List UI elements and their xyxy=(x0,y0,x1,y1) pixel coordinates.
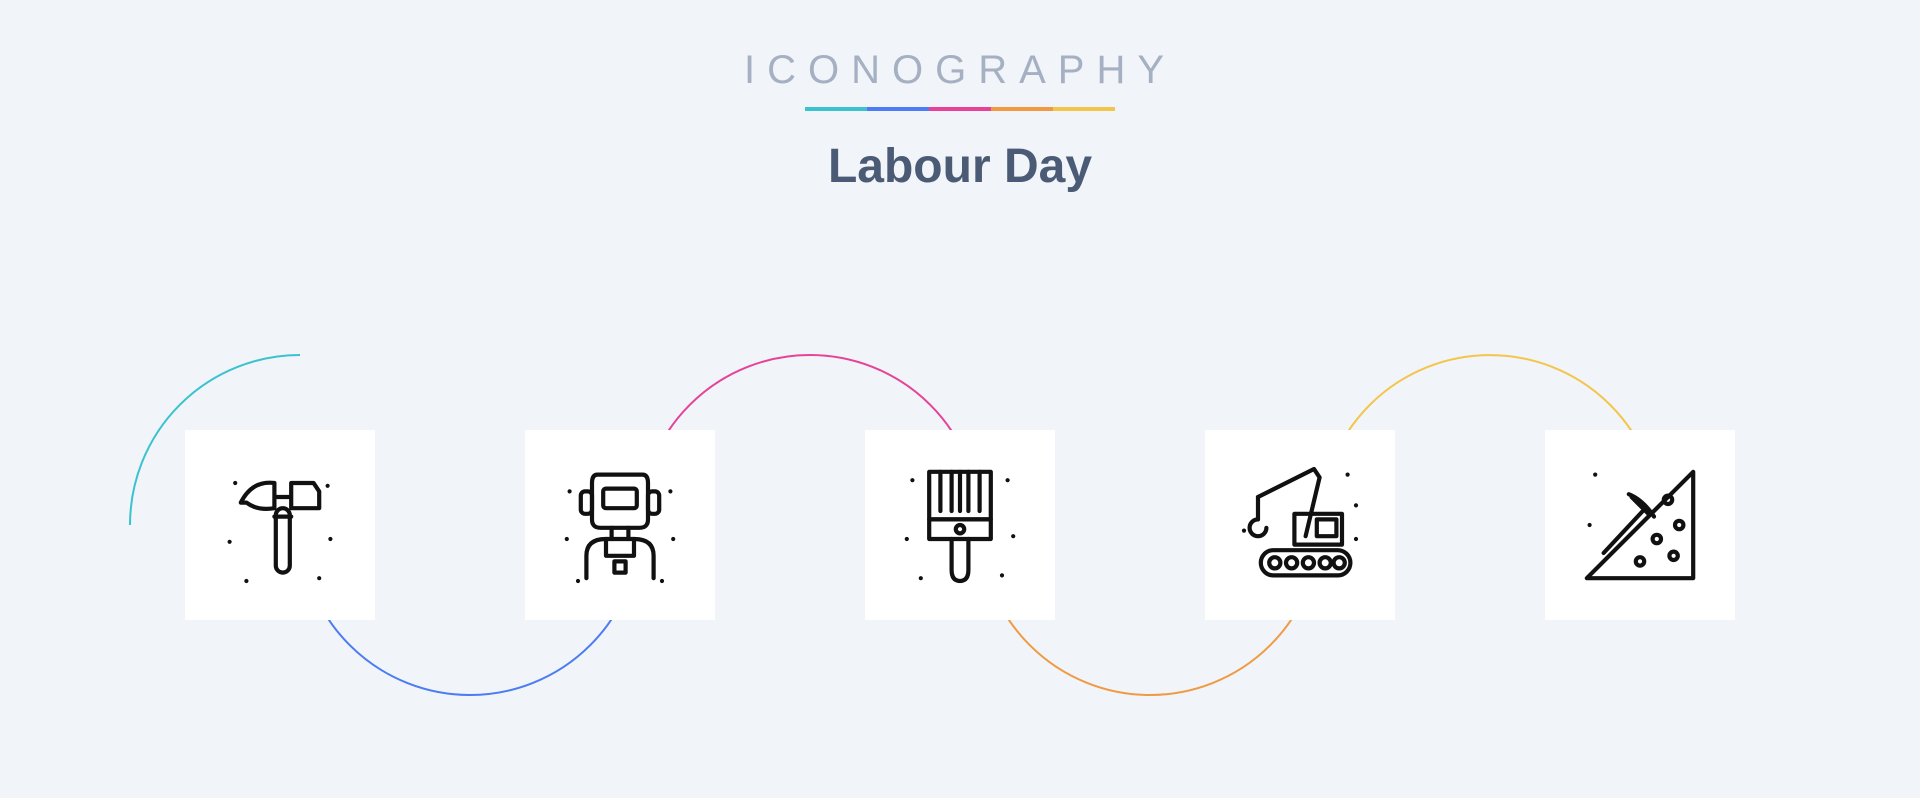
icon-tile-hammer xyxy=(185,430,375,620)
color-bar-segment xyxy=(991,107,1053,111)
color-bar-segment xyxy=(867,107,929,111)
category-title: Labour Day xyxy=(0,139,1920,194)
icon-tile-welder xyxy=(525,430,715,620)
welder-icon xyxy=(550,455,690,595)
hammer-icon xyxy=(210,455,350,595)
color-bar xyxy=(0,107,1920,111)
color-bar-segment xyxy=(805,107,867,111)
crane-icon xyxy=(1230,455,1370,595)
color-bar-segment xyxy=(1053,107,1115,111)
mining-icon xyxy=(1570,455,1710,595)
paint-brush-icon xyxy=(890,455,1030,595)
icon-tile-mining xyxy=(1545,430,1735,620)
icons-row xyxy=(0,430,1920,620)
logo-title: ICONOGRAPHY xyxy=(0,48,1920,93)
color-bar-segment xyxy=(929,107,991,111)
icon-tile-crane xyxy=(1205,430,1395,620)
icon-tile-paint-brush xyxy=(865,430,1055,620)
header: ICONOGRAPHY Labour Day xyxy=(0,0,1920,194)
